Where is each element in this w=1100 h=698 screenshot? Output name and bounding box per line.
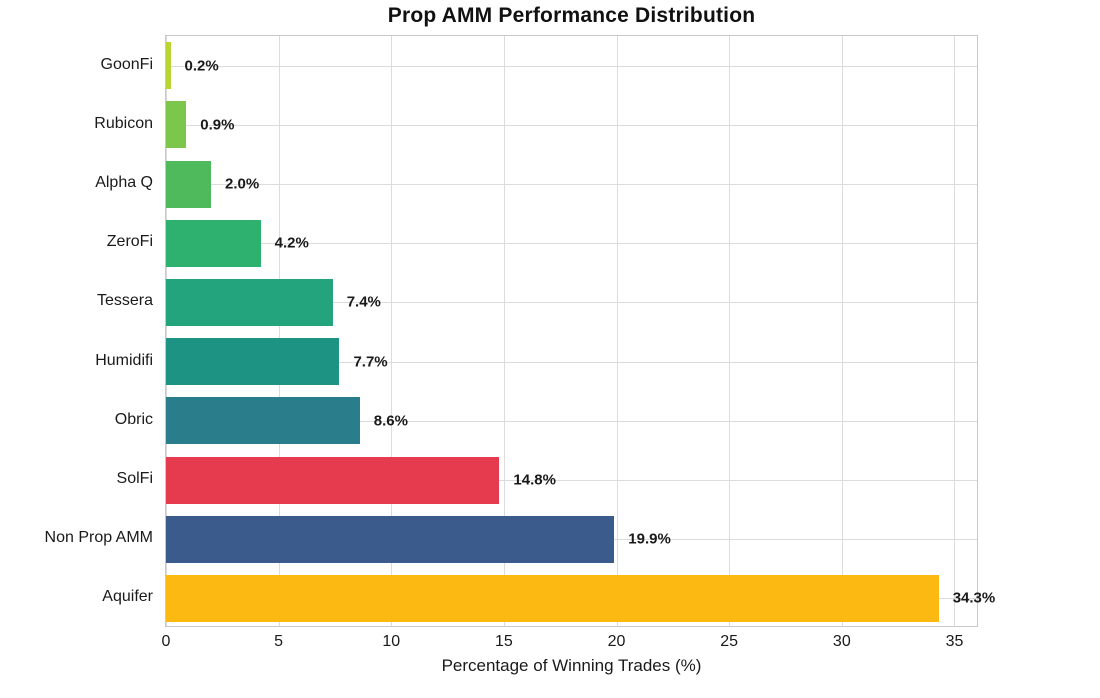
x-gridline	[841, 36, 843, 626]
y-gridline	[166, 243, 977, 245]
bar	[166, 515, 615, 563]
x-gridline	[729, 36, 731, 626]
y-category-label: Alpha Q	[95, 174, 153, 191]
y-category-label: ZeroFi	[106, 233, 153, 251]
x-tick-label: 25	[720, 633, 739, 650]
y-gridline	[166, 480, 977, 481]
y-category-label: Tessera	[96, 292, 153, 310]
y-category-label: Non Prop AMM	[44, 529, 153, 547]
bar-value-label: 0.2%	[184, 57, 219, 75]
chart-title: Prop AMM Performance Distribution	[387, 4, 756, 27]
x-gridline	[503, 36, 505, 626]
y-gridline	[166, 65, 977, 67]
x-gridline	[391, 36, 393, 626]
x-tick-label: 20	[607, 633, 626, 650]
bar	[166, 160, 212, 208]
plot-area: 0.2% 0.9% 2.0% 4.2% 7.4% 7.7% 8.6% 14.8% 19.9% 34…	[165, 35, 995, 627]
bar-value-label: 7.4%	[346, 293, 381, 311]
bar	[166, 397, 360, 445]
bar-value-label: 7.7%	[353, 353, 388, 371]
x-gridline	[616, 36, 618, 626]
y-category-label: Humidifi	[95, 351, 153, 369]
bar-value-label: 2.0%	[225, 175, 260, 193]
bar	[166, 278, 333, 326]
bar	[166, 219, 261, 267]
x-tick-label: 5	[274, 633, 284, 650]
bar	[166, 101, 187, 149]
x-gridline	[278, 36, 280, 626]
bar	[166, 456, 500, 504]
bar-value-label: 4.2%	[274, 234, 309, 252]
x-tick-label: 30	[832, 633, 851, 650]
y-gridline	[166, 361, 977, 363]
bar-value-label: 19.9%	[628, 530, 671, 548]
bar-value-label: 34.3%	[952, 589, 996, 607]
x-gridline	[166, 36, 167, 626]
bar	[166, 338, 340, 386]
x-gridline	[954, 36, 956, 626]
y-category-label: Obric	[114, 410, 153, 428]
bar-value-label: 14.8%	[513, 471, 556, 489]
bar	[166, 42, 171, 90]
bar-value-label: 8.6%	[373, 412, 408, 430]
x-axis-label: Percentage of Winning Trades (%)	[441, 656, 702, 675]
x-tick-label: 35	[945, 633, 964, 650]
y-gridline	[166, 184, 977, 185]
y-category-label: GoonFi	[100, 55, 153, 73]
y-category-label: Aquifer	[102, 588, 153, 606]
x-tick-label: 10	[382, 633, 401, 650]
bar-value-label: 0.9%	[200, 116, 235, 134]
y-gridline	[166, 302, 977, 304]
y-category-label: Rubicon	[94, 114, 153, 132]
x-tick-label: 15	[495, 633, 513, 650]
bar	[166, 574, 939, 622]
y-gridline	[166, 124, 977, 126]
y-category-label: SolFi	[116, 470, 153, 487]
x-tick-label: 0	[161, 633, 171, 650]
y-gridline	[166, 420, 977, 422]
